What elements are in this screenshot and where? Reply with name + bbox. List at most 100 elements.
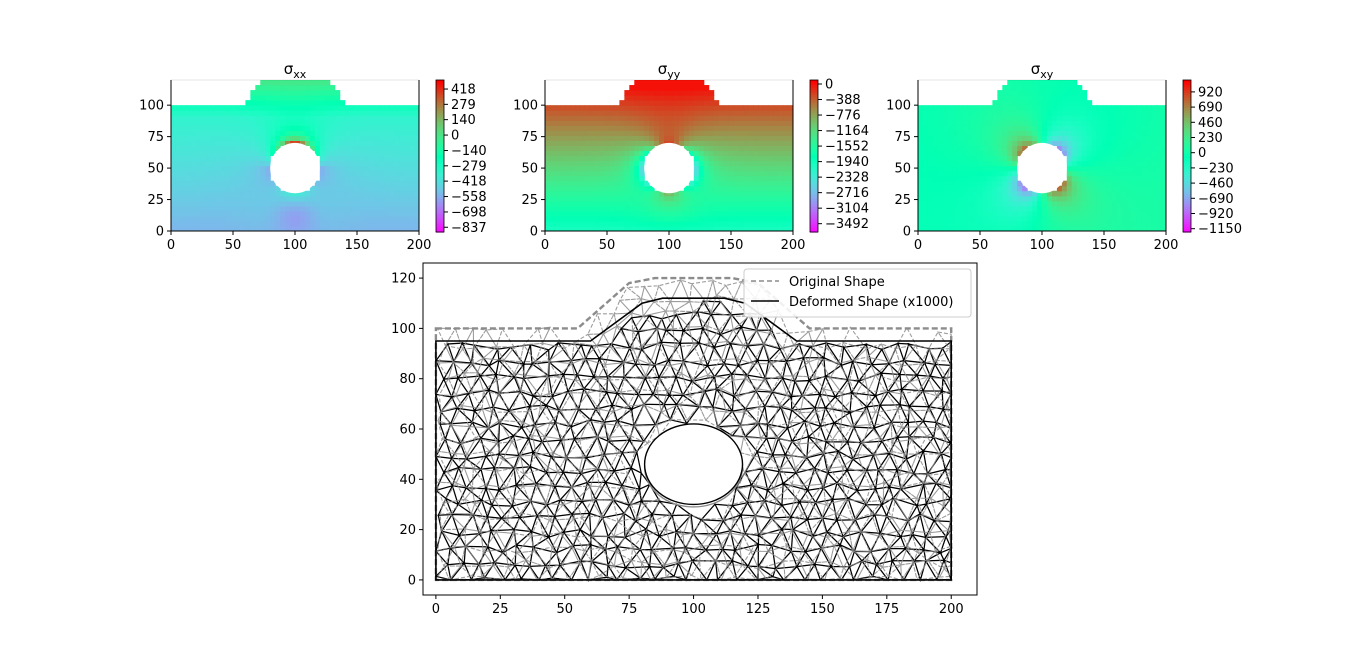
field-cell	[1037, 135, 1043, 141]
field-cell	[688, 90, 695, 96]
field-cell	[922, 135, 929, 141]
field-cell	[225, 210, 232, 217]
field-cell	[967, 115, 974, 121]
field-cell	[354, 205, 361, 212]
field-cell	[280, 105, 286, 111]
field-cell	[773, 125, 779, 131]
field-cell	[1012, 195, 1018, 202]
field-cell	[693, 175, 700, 182]
field-cell	[683, 145, 690, 152]
field-cell	[374, 115, 380, 121]
colorbar-segment	[810, 196, 818, 200]
field-cell	[918, 170, 924, 177]
field-cell	[664, 110, 670, 116]
field-cell	[1091, 180, 1098, 187]
y-tick-label: 25	[521, 193, 538, 208]
field-cell	[1046, 135, 1053, 141]
field-cell	[379, 190, 385, 197]
field-cell	[673, 80, 680, 86]
field-cell	[753, 105, 759, 111]
field-cell	[649, 225, 655, 231]
field-cell	[788, 110, 793, 116]
field-cell	[1071, 220, 1078, 227]
field-cell	[240, 125, 246, 131]
field-cell	[972, 130, 979, 136]
field-cell	[220, 105, 227, 111]
field-cell	[379, 140, 385, 147]
field-cell	[768, 185, 774, 192]
field-cell	[1106, 195, 1113, 202]
field-cell	[947, 180, 954, 187]
field-cell	[1081, 175, 1088, 182]
field-cell	[624, 190, 630, 197]
field-cell	[703, 185, 710, 192]
field-cell	[768, 155, 774, 162]
field-cell	[545, 165, 551, 172]
field-cell	[1126, 105, 1132, 111]
field-cell	[389, 120, 395, 126]
field-cell	[1106, 110, 1113, 116]
field-cell	[1007, 80, 1013, 86]
field-cell	[564, 110, 571, 116]
field-cell	[280, 190, 286, 197]
field-cell	[564, 165, 571, 172]
field-cell	[545, 135, 551, 141]
colorbar-segment	[1183, 85, 1191, 89]
field-cell	[1121, 220, 1127, 227]
field-cell	[230, 135, 237, 141]
field-cell	[1126, 185, 1132, 192]
field-cell	[235, 165, 242, 172]
field-cell	[389, 150, 395, 157]
field-cell	[1081, 165, 1088, 172]
field-cell	[1032, 140, 1038, 147]
field-cell	[1022, 105, 1028, 111]
field-cell	[688, 120, 695, 126]
field-cell	[270, 215, 276, 222]
field-cell	[758, 225, 764, 231]
field-cell	[1101, 200, 1108, 207]
field-cell	[758, 215, 764, 222]
field-cell	[319, 155, 326, 162]
field-cell	[414, 170, 419, 177]
field-cell	[918, 165, 924, 172]
field-cell	[1106, 180, 1113, 187]
field-cell	[693, 205, 700, 212]
field-cell	[723, 190, 730, 197]
field-cell	[654, 105, 660, 111]
field-cell	[409, 130, 415, 136]
field-cell	[250, 125, 256, 131]
field-cell	[235, 155, 242, 162]
field-cell	[703, 95, 710, 101]
field-cell	[354, 210, 361, 217]
field-cell	[937, 205, 944, 212]
field-cell	[1076, 85, 1083, 91]
field-cell	[1037, 220, 1043, 227]
field-cell	[354, 155, 361, 162]
colorbar-tick-label: −1150	[1198, 222, 1242, 237]
field-cell	[235, 105, 242, 111]
field-cell	[688, 200, 695, 207]
field-cell	[319, 115, 326, 121]
field-cell	[559, 155, 566, 162]
field-cell	[733, 120, 740, 126]
field-cell	[713, 115, 720, 121]
field-cell	[957, 200, 964, 207]
field-cell	[678, 110, 685, 116]
field-cell	[1106, 105, 1113, 111]
field-cell	[589, 150, 596, 157]
field-cell	[1051, 220, 1058, 227]
field-cell	[619, 150, 625, 157]
field-cell	[549, 220, 556, 227]
field-cell	[997, 175, 1003, 182]
field-cell	[195, 165, 202, 172]
field-cell	[1116, 125, 1122, 131]
field-cell	[359, 105, 366, 111]
field-cell	[972, 150, 979, 157]
field-cell	[549, 105, 556, 111]
field-cell	[609, 180, 616, 187]
field-cell	[654, 115, 660, 121]
field-cell	[972, 210, 979, 217]
field-cell	[394, 145, 400, 152]
field-cell	[554, 180, 561, 187]
